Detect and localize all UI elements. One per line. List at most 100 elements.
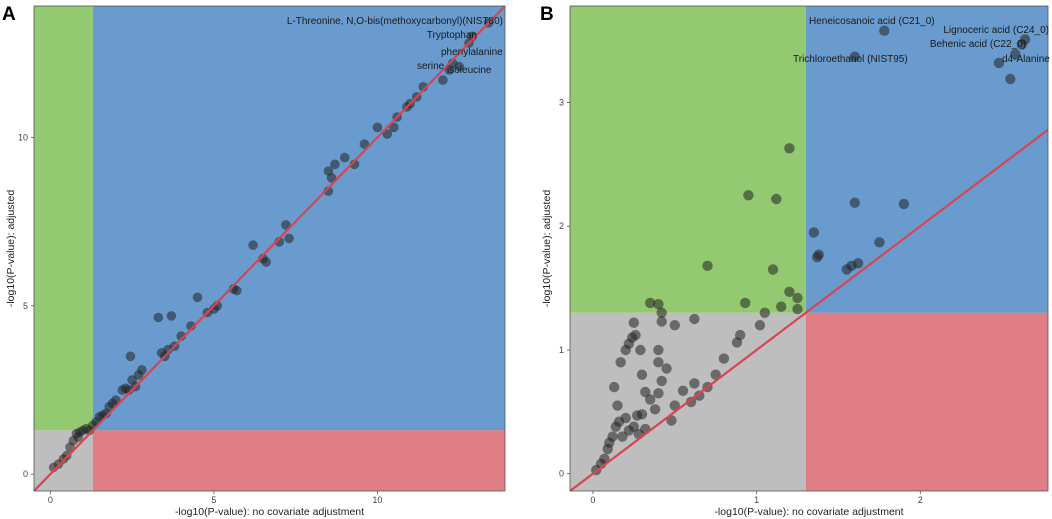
data-point [281, 220, 291, 230]
data-point [649, 404, 661, 415]
data-point [617, 431, 628, 442]
y-tick-label: 1 [559, 345, 564, 355]
data-point [849, 51, 860, 62]
data-point [656, 375, 667, 387]
data-point [666, 415, 677, 426]
scatter-chart-b: Heneicosanoic acid (C21_0) Lignoceric aci… [540, 4, 1050, 518]
y-tick-label: 3 [559, 98, 564, 108]
data-point [808, 227, 820, 238]
annotation-label: Behenic acid (C22_0) [930, 39, 1026, 50]
data-point [849, 197, 860, 208]
data-point [874, 237, 885, 248]
data-point [656, 316, 667, 327]
data-point [137, 365, 147, 375]
x-tick-label: 0 [590, 495, 595, 505]
data-point [630, 329, 641, 341]
data-point [767, 264, 779, 275]
y-tick-label: 0 [559, 469, 564, 479]
data-point [153, 312, 164, 323]
data-point [653, 299, 664, 310]
data-point [771, 193, 782, 205]
data-point [609, 381, 620, 393]
data-point [694, 390, 705, 401]
data-point [359, 139, 370, 149]
data-point [685, 396, 697, 408]
panel-label: A [2, 4, 16, 25]
data-point [792, 303, 803, 315]
data-point [635, 344, 646, 356]
data-point [653, 357, 664, 368]
data-point [792, 292, 803, 304]
x-axis-label: -log10(P-value): no covariate adjustment [175, 506, 364, 518]
data-point [636, 369, 648, 380]
data-point [852, 258, 864, 269]
data-point [993, 57, 1005, 69]
y-tick-label: 2 [559, 221, 564, 231]
data-point [879, 25, 890, 36]
x-tick-label: 2 [918, 495, 923, 505]
data-point [261, 257, 272, 267]
region-adjusted-only [570, 6, 806, 313]
data-point [689, 313, 700, 325]
data-point [389, 122, 399, 133]
plot-area [570, 6, 1048, 491]
data-point [645, 394, 656, 405]
annotation-label: Heneicosanoic acid (C21_0) [809, 16, 935, 27]
data-point [382, 129, 393, 139]
data-point [702, 260, 713, 271]
data-point [677, 385, 689, 396]
y-axis-label: -log10(P-value): adjusted [5, 190, 17, 307]
plot-border [569, 5, 1049, 492]
region-unadjusted-only [92, 430, 505, 491]
data-point [1016, 39, 1027, 50]
data-point [776, 301, 787, 312]
x-axis-label: -log10(P-value): no covariate adjustment [714, 506, 903, 518]
data-point [1010, 49, 1021, 60]
data-point [73, 432, 83, 442]
data-point [653, 344, 664, 356]
data-point [454, 61, 465, 72]
data-point [743, 190, 754, 201]
annotation-label: isoleucine [447, 65, 492, 76]
data-point [166, 311, 177, 321]
data-point [372, 122, 383, 133]
data-point [125, 351, 136, 362]
data-point [661, 363, 672, 374]
data-point [628, 421, 639, 432]
data-point [1005, 73, 1016, 85]
data-point [248, 240, 258, 250]
annotation-label: Trichloroethanol (NIST95) [793, 54, 908, 65]
annotation-label: phenylalanine [441, 47, 503, 58]
data-point [710, 369, 721, 380]
data-point [689, 378, 700, 389]
data-point [323, 166, 334, 176]
data-point [754, 320, 766, 331]
data-point [645, 297, 656, 309]
data-point [759, 307, 770, 318]
plot-border [33, 5, 506, 492]
x-tick-label: 0 [48, 495, 53, 505]
data-point [339, 152, 350, 163]
data-point [784, 143, 795, 154]
data-point [718, 353, 730, 364]
reference-line [570, 128, 1048, 491]
data-point [284, 233, 294, 244]
chart-panel-b: Heneicosanoic acid (C21_0) Lignoceric aci… [528, 0, 1052, 519]
data-point [898, 198, 910, 210]
data-point [669, 400, 680, 411]
annotation-label: d4-Alanine [1002, 54, 1050, 65]
scatter-chart-a: L-Threonine, N,O-bis(methoxycarbonyl)(NI… [2, 4, 506, 518]
annotation-label: serine [417, 61, 445, 72]
data-point [612, 400, 623, 411]
x-tick-label: 10 [372, 495, 382, 505]
data-point [438, 75, 448, 85]
annotation-label: L-Threonine, N,O-bis(methoxycarbonyl)(NI… [287, 16, 503, 27]
data-point [111, 395, 121, 405]
data-point [640, 386, 651, 398]
chart-panel-a: L-Threonine, N,O-bis(methoxycarbonyl)(NI… [0, 0, 516, 519]
data-point [628, 317, 639, 328]
data-point [232, 285, 242, 296]
region-adjusted-only [34, 6, 93, 431]
data-point [607, 431, 618, 442]
data-point [740, 297, 751, 309]
